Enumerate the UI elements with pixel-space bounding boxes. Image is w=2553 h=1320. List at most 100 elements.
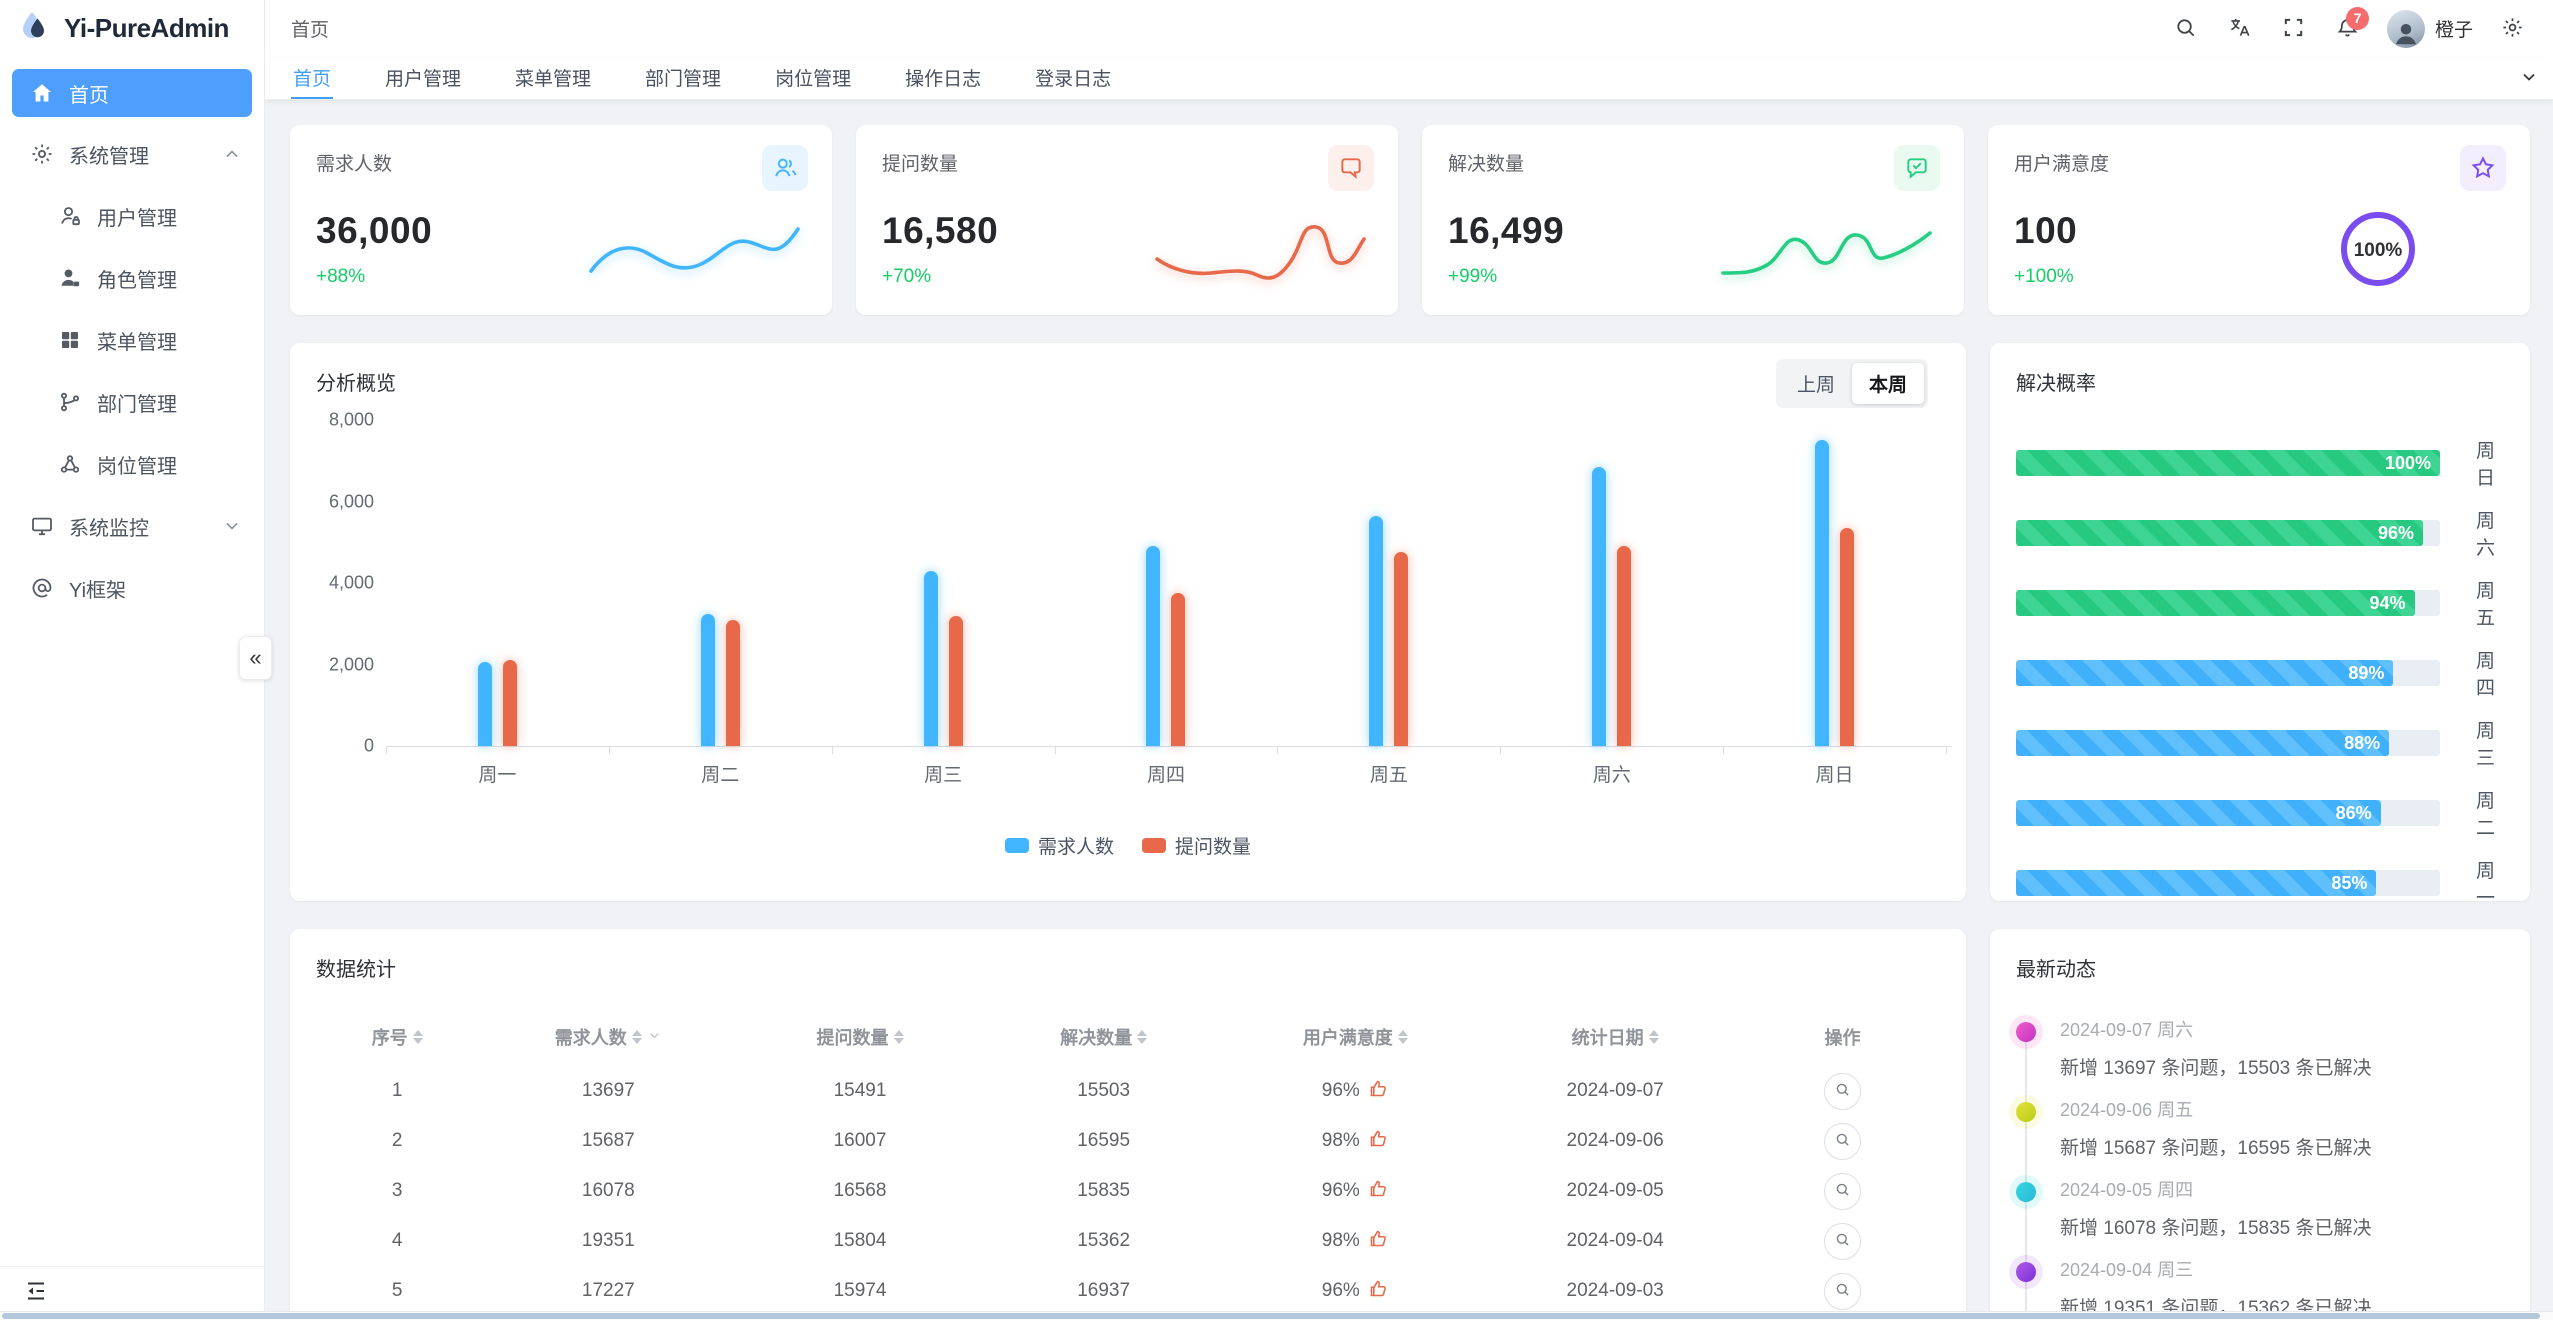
tab-菜单管理[interactable]: 菜单管理 — [515, 68, 592, 90]
scrollbar-thumb[interactable] — [2, 1313, 2540, 1319]
sort-carets-icon[interactable] — [631, 1030, 642, 1044]
solve-rate-row-周六: 96% 周六 — [2016, 498, 2504, 568]
progress-day-label: 周四 — [2476, 651, 2496, 699]
toggle-本周[interactable]: 本周 — [1851, 363, 1924, 404]
translate-button[interactable] — [2217, 6, 2263, 52]
magnifier-icon — [1834, 1231, 1851, 1251]
settings-button[interactable] — [2489, 6, 2535, 52]
message-check-icon — [1894, 145, 1940, 191]
analysis-overview-card: 分析概览 上周 本周 0 2,000 4,000 6,000 8,000 周一 周二 周三 周四 周… — [290, 343, 1966, 901]
bar-提问数量-周四 — [1171, 593, 1186, 746]
sidebar-item-label: 岗位管理 — [97, 455, 177, 478]
x-axis-category: 周四 — [1146, 765, 1185, 786]
legend-需求人数[interactable]: 需求人数 — [1004, 832, 1114, 859]
notifications-button[interactable]: 7 — [2325, 6, 2371, 52]
search-button[interactable] — [2163, 6, 2209, 52]
sidebar-item-系统监控[interactable]: 系统监控 — [0, 495, 264, 557]
bar-group-周六 — [1500, 408, 1723, 746]
x-axis-tick — [1054, 747, 1056, 754]
row-view-button[interactable] — [1824, 1072, 1862, 1110]
sort-carets-icon[interactable] — [893, 1030, 904, 1044]
user-menu[interactable]: 橙子 — [2379, 9, 2481, 48]
sort-carets-icon[interactable] — [412, 1030, 423, 1044]
bar-需求人数-周一 — [477, 662, 492, 746]
breadcrumb[interactable]: 首页 — [291, 20, 330, 41]
toggle-上周[interactable]: 上周 — [1780, 363, 1852, 404]
tab-首页[interactable]: 首页 — [291, 57, 334, 99]
home-icon — [30, 81, 54, 105]
cell-asked: 15491 — [833, 1080, 887, 1101]
fullscreen-button[interactable] — [2271, 6, 2317, 52]
bar-提问数量-周二 — [725, 620, 740, 746]
bar-需求人数-周四 — [1146, 546, 1161, 746]
column-header-用户满意度[interactable]: 用户满意度 — [1303, 1024, 1408, 1050]
timeline-title: 最新动态 — [2016, 959, 2096, 981]
tabs-more-button[interactable] — [2505, 57, 2553, 99]
sidebar-footer — [0, 1266, 264, 1320]
sidebar-item-Yi框架[interactable]: Yi框架 — [0, 557, 264, 619]
row-view-button[interactable] — [1824, 1272, 1862, 1310]
progress-percent: 100% — [2384, 452, 2431, 473]
sidebar-item-首页[interactable]: 首页 — [12, 69, 252, 117]
trend-sparkline — [1719, 215, 1934, 287]
chevron-up-icon — [222, 144, 242, 164]
sidebar-item-部门管理[interactable]: 部门管理 — [0, 371, 264, 433]
fold-menu-icon[interactable] — [24, 1279, 48, 1308]
row-view-button[interactable] — [1824, 1222, 1862, 1260]
table-row: 5 17227 15974 16937 96% 2024-09-03 — [316, 1266, 1940, 1316]
progress-fill: 85% — [2016, 870, 2377, 896]
cell-solved: 15362 — [1077, 1230, 1131, 1251]
tab-登录日志[interactable]: 登录日志 — [1035, 68, 1112, 90]
chevron-down-icon — [2519, 67, 2539, 90]
sort-carets-icon[interactable] — [1137, 1030, 1148, 1044]
sort-carets-icon[interactable] — [1648, 1030, 1659, 1044]
sidebar-collapse-handle[interactable]: « — [239, 636, 272, 680]
sidebar-item-角色管理[interactable]: 角色管理 — [0, 247, 264, 309]
tab-岗位管理[interactable]: 岗位管理 — [775, 68, 852, 90]
y-axis-label: 2,000 — [328, 654, 374, 674]
app-logo[interactable]: Yi-PureAdmin — [0, 0, 264, 57]
chevron-down-icon[interactable] — [647, 1027, 662, 1048]
cell-satisfaction: 98% — [1322, 1128, 1389, 1155]
progress-fill: 100% — [2016, 450, 2440, 476]
sidebar-item-系统管理[interactable]: 系统管理 — [0, 123, 264, 185]
timeline-date: 2024-09-05 周四 — [2060, 1180, 2194, 1200]
cell-demand: 19351 — [581, 1230, 635, 1251]
horizontal-scrollbar[interactable] — [0, 1311, 2553, 1320]
row-view-button[interactable] — [1824, 1122, 1862, 1160]
magnifier-icon — [1834, 1281, 1851, 1301]
stat-card-提问数量: 提问数量 16,580 +70% — [856, 125, 1398, 315]
sort-carets-icon[interactable] — [1397, 1030, 1408, 1044]
column-header-统计日期[interactable]: 统计日期 — [1572, 1024, 1659, 1050]
cell-date: 2024-09-03 — [1566, 1280, 1664, 1301]
progress-track: 96% — [2016, 520, 2440, 546]
stat-card-title: 提问数量 — [882, 154, 959, 175]
sidebar-item-岗位管理[interactable]: 岗位管理 — [0, 433, 264, 495]
bar-需求人数-周三 — [923, 571, 938, 746]
sidebar-item-菜单管理[interactable]: 菜单管理 — [0, 309, 264, 371]
user-lock-icon — [58, 204, 82, 228]
progress-day-label: 周一 — [2476, 861, 2496, 909]
tab-部门管理[interactable]: 部门管理 — [645, 68, 722, 90]
timeline-date: 2024-09-06 周五 — [2060, 1100, 2194, 1120]
column-header-需求人数[interactable]: 需求人数 — [555, 1024, 662, 1050]
tab-用户管理[interactable]: 用户管理 — [385, 68, 462, 90]
column-header-提问数量[interactable]: 提问数量 — [817, 1024, 904, 1050]
column-header-解决数量[interactable]: 解决数量 — [1060, 1024, 1148, 1050]
cell-satisfaction: 96% — [1322, 1078, 1389, 1105]
x-axis-line — [386, 746, 1952, 747]
thumbs-up-icon — [1368, 1228, 1389, 1255]
solve-rate-row-周日: 100% 周日 — [2016, 428, 2504, 498]
table-title: 数据统计 — [316, 959, 396, 981]
row-view-button[interactable] — [1824, 1172, 1862, 1210]
tab-操作日志[interactable]: 操作日志 — [905, 68, 982, 90]
progress-percent: 94% — [2369, 592, 2406, 613]
column-header-序号[interactable]: 序号 — [372, 1024, 423, 1050]
timeline-text: 新增 16078 条问题，15835 条已解决 — [2060, 1218, 2372, 1239]
avatar — [2386, 9, 2425, 48]
stat-card-需求人数: 需求人数 36,000 +88% — [290, 125, 832, 315]
legend-提问数量[interactable]: 提问数量 — [1142, 832, 1251, 859]
week-toggle: 上周 本周 — [1775, 359, 1928, 408]
solve-rate-row-周四: 89% 周四 — [2016, 638, 2504, 708]
sidebar-item-用户管理[interactable]: 用户管理 — [0, 185, 264, 247]
